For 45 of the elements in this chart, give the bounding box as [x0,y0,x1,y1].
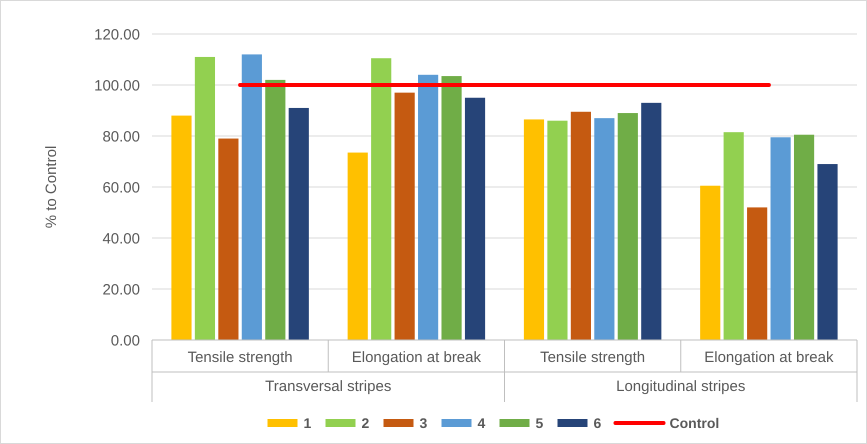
legend-label: 1 [304,414,312,431]
x-tick-label: Tensile strength [540,349,646,366]
text: Longitudinal stripes [616,378,746,395]
y-tick-label: 0.00 [110,332,140,350]
legend-label: 5 [536,414,544,431]
bar [794,134,814,340]
bar [171,116,192,340]
legend-label: 4 [478,414,486,431]
bar [348,152,368,340]
bar [288,108,309,340]
bar [194,56,216,340]
x-tick-label: Elongation at break [352,349,482,366]
text: Transversal stripes [265,378,392,395]
bar [547,120,568,340]
bar [265,80,286,340]
bar [464,98,486,340]
bar [817,164,838,340]
bar [747,207,768,340]
bar [618,113,638,340]
bar [594,118,614,340]
x-tick-label: Elongation at break [704,349,834,366]
bar [770,137,791,340]
bar [218,138,238,340]
bar [242,54,262,340]
x-tick-label: Tensile strength [188,349,293,366]
y-tick-label: 100.00 [94,77,140,94]
y-axis-title: % to Control [43,146,60,228]
bar [371,58,392,340]
y-tick-label: 40.00 [102,230,140,248]
legend-label: 6 [594,414,602,431]
bar [394,92,415,340]
bar [700,186,720,340]
bar [724,132,744,340]
bar [570,112,591,340]
y-tick-label: 80.00 [102,128,140,146]
legend-label: Control [670,414,720,431]
bar [418,74,438,340]
legend-label: 2 [362,414,370,431]
y-tick-label: 120.00 [94,26,140,44]
y-tick-label: 20.00 [102,281,140,298]
bar [524,119,544,340]
y-tick-label: 60.00 [102,179,140,196]
bar [641,102,662,340]
legend-label: 3 [420,414,428,431]
bar [441,76,462,340]
